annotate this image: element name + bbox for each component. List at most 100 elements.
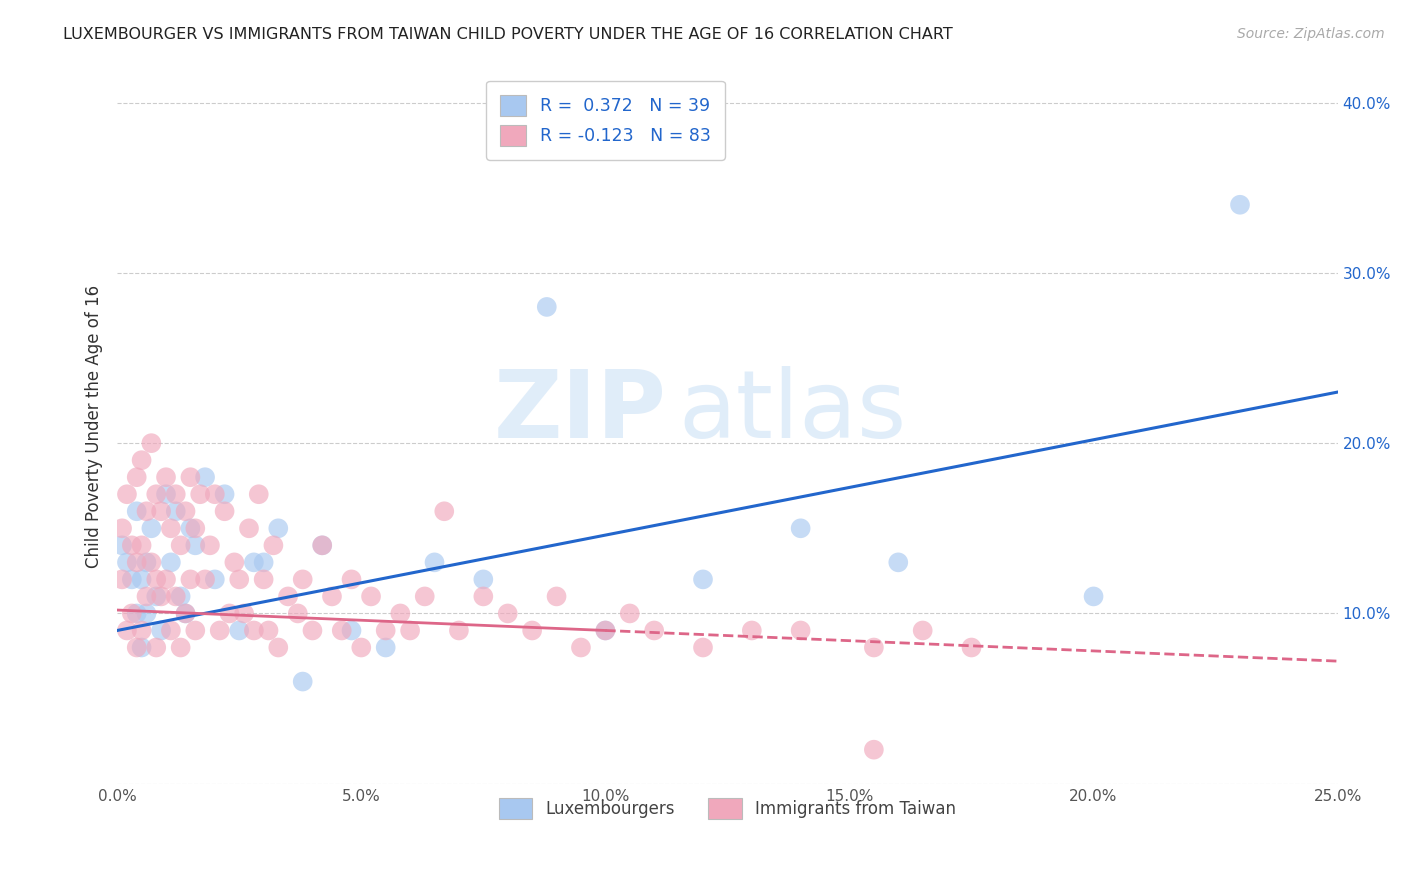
Point — [472, 573, 495, 587]
Point — [389, 607, 412, 621]
Point — [863, 640, 886, 655]
Point — [135, 607, 157, 621]
Point — [447, 624, 470, 638]
Point — [243, 555, 266, 569]
Point — [321, 590, 343, 604]
Point — [111, 573, 134, 587]
Point — [520, 624, 543, 638]
Point — [169, 538, 191, 552]
Point — [692, 573, 714, 587]
Point — [887, 555, 910, 569]
Point — [228, 624, 250, 638]
Point — [218, 607, 240, 621]
Point — [267, 521, 290, 535]
Point — [277, 590, 299, 604]
Point — [224, 555, 246, 569]
Point — [125, 555, 148, 569]
Point — [115, 555, 138, 569]
Point — [330, 624, 353, 638]
Point — [165, 590, 187, 604]
Point — [340, 624, 363, 638]
Point — [135, 590, 157, 604]
Point — [150, 624, 173, 638]
Point — [311, 538, 333, 552]
Point — [194, 470, 217, 484]
Point — [692, 640, 714, 655]
Point — [125, 607, 148, 621]
Point — [374, 624, 396, 638]
Point — [741, 624, 763, 638]
Point — [546, 590, 568, 604]
Point — [141, 555, 163, 569]
Point — [262, 538, 284, 552]
Point — [174, 607, 197, 621]
Point — [160, 555, 183, 569]
Point — [619, 607, 641, 621]
Y-axis label: Child Poverty Under the Age of 16: Child Poverty Under the Age of 16 — [86, 285, 103, 567]
Point — [536, 300, 558, 314]
Point — [184, 521, 207, 535]
Point — [643, 624, 665, 638]
Point — [198, 538, 221, 552]
Point — [160, 624, 183, 638]
Point — [238, 521, 260, 535]
Point — [135, 504, 157, 518]
Legend: Luxembourgers, Immigrants from Taiwan: Luxembourgers, Immigrants from Taiwan — [492, 792, 963, 825]
Point — [131, 453, 153, 467]
Point — [399, 624, 422, 638]
Point — [131, 538, 153, 552]
Point — [115, 487, 138, 501]
Point — [169, 590, 191, 604]
Point — [125, 470, 148, 484]
Point — [179, 470, 201, 484]
Point — [184, 624, 207, 638]
Point — [174, 607, 197, 621]
Point — [141, 521, 163, 535]
Point — [204, 487, 226, 501]
Point — [150, 504, 173, 518]
Point — [125, 504, 148, 518]
Point — [184, 538, 207, 552]
Point — [311, 538, 333, 552]
Point — [360, 590, 382, 604]
Point — [340, 573, 363, 587]
Point — [291, 674, 314, 689]
Text: Source: ZipAtlas.com: Source: ZipAtlas.com — [1237, 27, 1385, 41]
Point — [350, 640, 373, 655]
Point — [1229, 198, 1251, 212]
Point — [111, 538, 134, 552]
Point — [496, 607, 519, 621]
Point — [135, 555, 157, 569]
Point — [433, 504, 456, 518]
Point — [174, 504, 197, 518]
Point — [150, 590, 173, 604]
Point — [155, 573, 177, 587]
Point — [179, 573, 201, 587]
Point — [1083, 590, 1105, 604]
Point — [145, 573, 167, 587]
Point — [267, 640, 290, 655]
Point — [165, 504, 187, 518]
Point — [253, 555, 276, 569]
Point — [233, 607, 256, 621]
Point — [145, 487, 167, 501]
Point — [301, 624, 323, 638]
Point — [247, 487, 270, 501]
Text: atlas: atlas — [679, 366, 907, 458]
Text: LUXEMBOURGER VS IMMIGRANTS FROM TAIWAN CHILD POVERTY UNDER THE AGE OF 16 CORRELA: LUXEMBOURGER VS IMMIGRANTS FROM TAIWAN C… — [63, 27, 953, 42]
Point — [911, 624, 934, 638]
Point — [569, 640, 592, 655]
Point — [160, 521, 183, 535]
Point — [374, 640, 396, 655]
Point — [131, 573, 153, 587]
Point — [155, 470, 177, 484]
Point — [165, 487, 187, 501]
Point — [960, 640, 983, 655]
Point — [115, 624, 138, 638]
Point — [243, 624, 266, 638]
Point — [287, 607, 309, 621]
Point — [125, 640, 148, 655]
Point — [214, 487, 236, 501]
Point — [141, 436, 163, 450]
Point — [863, 742, 886, 756]
